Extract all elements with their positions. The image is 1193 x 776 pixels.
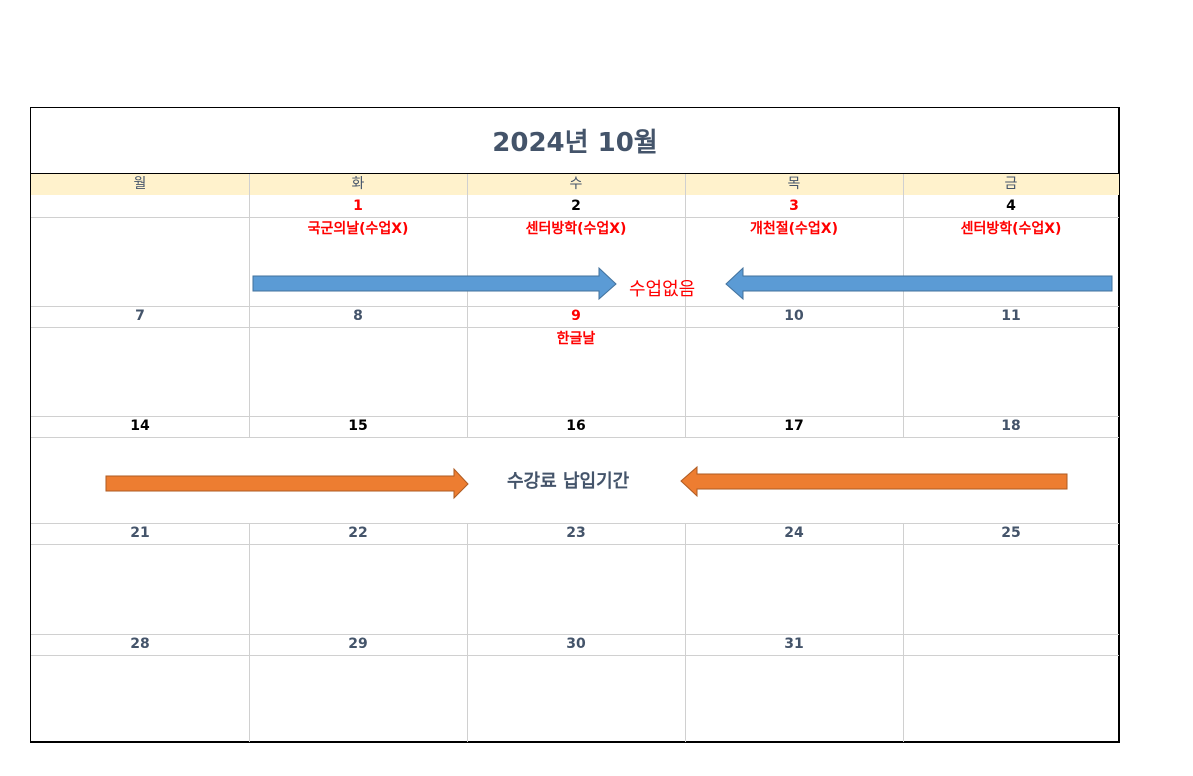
calendar: 2024년 10월 월 화 수 목 금 1 국군의날(수업X) 2 센터방학(수업X)…	[30, 107, 1120, 743]
day-note: 한글날	[556, 331, 596, 347]
column-divider	[685, 174, 686, 438]
date-cell[interactable]: 1	[353, 198, 363, 214]
date-cell[interactable]: 29	[348, 636, 368, 652]
day-note: 개천절(수업X)	[750, 221, 838, 237]
date-cell[interactable]: 14	[130, 418, 150, 434]
column-divider	[249, 523, 250, 742]
no-class-label: 수업없음	[629, 279, 696, 300]
week-1-date-divider	[31, 217, 1119, 218]
day-note: 국군의날(수업X)	[307, 221, 409, 237]
day-note: 센터방학(수업X)	[525, 221, 627, 237]
week-2-bottom-divider	[31, 416, 1119, 417]
week-2-date-divider	[31, 327, 1119, 328]
week-5-date-divider	[31, 655, 1119, 656]
arrow-left-orange-shape	[680, 465, 1068, 498]
date-cell[interactable]: 16	[566, 418, 586, 434]
date-cell[interactable]: 8	[353, 308, 363, 324]
arrow-right-blue-shape	[252, 266, 617, 301]
date-cell[interactable]: 4	[1006, 198, 1016, 214]
arrow-left-blue-shape	[725, 266, 1113, 301]
weekday-header-row: 월 화 수 목 금	[31, 174, 1119, 195]
weekday-thu: 목	[787, 176, 801, 192]
date-cell[interactable]: 24	[784, 525, 804, 541]
week-4-bottom-divider	[31, 634, 1119, 635]
date-cell[interactable]: 25	[1001, 525, 1021, 541]
arrow-right-orange-shape	[105, 467, 469, 500]
date-cell[interactable]	[903, 634, 1119, 655]
arrow-left-orange	[680, 465, 1068, 498]
weekday-tue: 화	[351, 176, 365, 192]
date-cell[interactable]	[31, 196, 249, 217]
arrow-right-orange	[105, 467, 469, 500]
column-divider	[685, 523, 686, 742]
week-3-bottom-divider	[31, 523, 1119, 524]
weekday-mon: 월	[133, 176, 147, 192]
date-cell[interactable]: 21	[130, 525, 150, 541]
date-cell[interactable]: 18	[1001, 418, 1021, 434]
date-cell[interactable]: 3	[789, 198, 799, 214]
arrow-left-blue	[725, 266, 1113, 301]
weekday-wed: 수	[569, 176, 583, 192]
column-divider	[467, 523, 468, 742]
date-cell[interactable]: 2	[571, 198, 581, 214]
column-divider	[249, 174, 250, 438]
date-cell[interactable]: 10	[784, 308, 804, 324]
column-divider	[903, 523, 904, 742]
date-cell[interactable]: 28	[130, 636, 150, 652]
date-cell[interactable]: 9	[571, 308, 581, 324]
date-cell[interactable]: 15	[348, 418, 368, 434]
weekday-fri: 금	[1004, 176, 1018, 192]
week-3-date-divider	[31, 437, 1119, 438]
date-cell[interactable]: 22	[348, 525, 368, 541]
arrow-right-blue	[252, 266, 617, 301]
date-cell[interactable]: 17	[784, 418, 804, 434]
column-divider	[467, 174, 468, 438]
date-cell[interactable]: 11	[1001, 308, 1021, 324]
date-cell[interactable]: 23	[566, 525, 586, 541]
date-cell[interactable]: 7	[135, 308, 145, 324]
date-cell[interactable]: 30	[566, 636, 586, 652]
day-note: 센터방학(수업X)	[960, 221, 1062, 237]
column-divider	[903, 174, 904, 438]
week-1-bottom-divider	[31, 306, 1119, 307]
week-4-date-divider	[31, 544, 1119, 545]
tuition-period-label: 수강료 납입기간	[507, 471, 630, 492]
date-cell[interactable]: 31	[784, 636, 804, 652]
calendar-title: 2024년 10월	[31, 108, 1119, 174]
